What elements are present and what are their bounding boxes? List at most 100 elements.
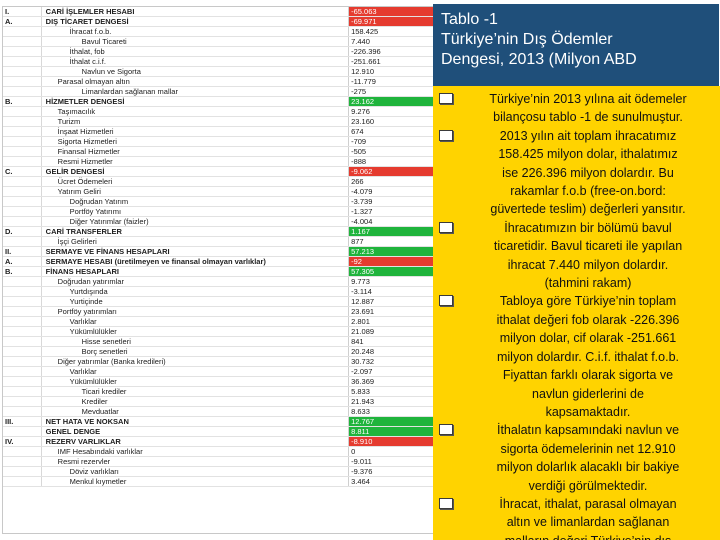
row-label: Yurtiçinde xyxy=(40,296,349,307)
row-value: 841 xyxy=(348,336,433,347)
section-number: A. xyxy=(3,16,42,27)
bullet-text: Tabloya göre Türkiye’nin toplam ithalat d… xyxy=(462,292,714,421)
section-number xyxy=(3,276,42,287)
row-value: 12.767 xyxy=(348,416,433,427)
section-number xyxy=(3,146,42,157)
bullet-line: Türkiye’nin 2013 yılına ait ödemeler xyxy=(489,92,687,106)
explanation-panel: Türkiye’nin 2013 yılına ait ödemeler bila… xyxy=(433,86,720,540)
section-number xyxy=(3,36,42,47)
row-label: Döviz varlıkları xyxy=(40,466,349,477)
table-row: B. HİZMETLER DENGESİ 23.162 xyxy=(3,96,433,107)
table-row: Navlun ve Sigorta 12.910 xyxy=(3,66,433,77)
table-row: III. NET HATA VE NOKSAN 12.767 xyxy=(3,416,433,427)
row-value: -9.376 xyxy=(348,466,433,477)
bop-table: I. CARİ İŞLEMLER HESABI -65.063 A. DIŞ TİCAR… xyxy=(3,7,433,487)
bullet-line: sigorta ödemelerinin net 12.910 xyxy=(500,441,676,456)
table-row: Mevduatlar 8.633 xyxy=(3,406,433,417)
row-value: 8.811 xyxy=(348,426,433,437)
row-label: İşçi Gelirleri xyxy=(40,236,349,247)
table-row: Yükümlülükler 21.089 xyxy=(3,326,433,337)
bullet-line: verdiği görülmektedir. xyxy=(528,478,648,493)
row-value: -9.011 xyxy=(348,456,433,467)
section-number: D. xyxy=(3,226,42,237)
section-number: C. xyxy=(3,166,42,177)
bullet-text: Türkiye’nin 2013 yılına ait ödemeler bila… xyxy=(462,90,714,127)
bullet-line: bilançosu tablo -1 de sunulmuştur. xyxy=(493,110,683,125)
row-label: Ticari krediler xyxy=(40,386,349,397)
table-row: Varlıklar -2.097 xyxy=(3,366,433,377)
row-value: -69.971 xyxy=(348,16,433,27)
title-line-3: Dengesi, 2013 (Milyon ABD xyxy=(441,51,637,68)
row-label: Varlıklar xyxy=(40,366,349,377)
row-value: 23.160 xyxy=(348,116,433,127)
row-value: 266 xyxy=(348,176,433,187)
row-label: CARİ İŞLEMLER HESABI xyxy=(40,7,349,17)
row-label: Doğrudan yatırımlar xyxy=(40,276,349,287)
row-value: 5.833 xyxy=(348,386,433,397)
section-number: II. xyxy=(3,246,42,257)
bullet-line: milyon dolardır. C.i.f. ithalat f.o.b. xyxy=(496,349,680,364)
row-label: Parasal olmayan altın xyxy=(40,76,349,87)
table-row: Hisse senetleri 841 xyxy=(3,336,433,347)
table-row: Diğer yatırımlar (Banka kredileri) 30.732 xyxy=(3,356,433,367)
table-row: IMF Hesabındaki varlıklar 0 xyxy=(3,446,433,457)
bullet-line: kapsamaktadır. xyxy=(545,404,631,419)
bullet-line: ise 226.396 milyon dolardır. Bu xyxy=(502,165,674,180)
section-number xyxy=(3,206,42,217)
bullet-line: 2013 yılın ait toplam ihracatımız xyxy=(499,128,677,143)
row-value: 23.691 xyxy=(348,306,433,317)
row-label: Finansal Hizmetler xyxy=(40,146,349,157)
bullet-line: rakamlar f.o.b (free-on.bord: xyxy=(510,184,666,199)
checkbox-bullet-icon xyxy=(439,497,453,509)
row-value: -11.779 xyxy=(348,76,433,87)
row-value: 1.167 xyxy=(348,226,433,237)
bullet-line: Tabloya göre Türkiye’nin toplam xyxy=(499,294,677,309)
row-label: Limanlardan sağlanan mallar xyxy=(40,86,349,97)
section-number xyxy=(3,386,42,397)
table-row: Limanlardan sağlanan mallar -275 xyxy=(3,86,433,97)
section-number: A. xyxy=(3,256,42,267)
table-row: İnşaat Hizmetleri 674 xyxy=(3,126,433,137)
table-row: Yatırım Geliri -4.079 xyxy=(3,186,433,197)
bullet-line: İhracat, ithalat, parasal olmayan xyxy=(499,496,677,511)
section-number xyxy=(3,306,42,317)
table-row: Menkul kıymetler 3.464 xyxy=(3,476,433,487)
row-label: REZERV VARLIKLAR xyxy=(40,436,349,447)
bullet-line: İthalatın kapsamındaki navlun ve xyxy=(496,423,680,438)
table-row: Krediler 21.943 xyxy=(3,396,433,407)
section-number xyxy=(3,76,42,87)
table-row: Sigorta Hizmetleri -709 xyxy=(3,136,433,147)
section-number xyxy=(3,176,42,187)
table-row: Döviz varlıkları -9.376 xyxy=(3,466,433,477)
table-row: Yurtiçinde 12.887 xyxy=(3,296,433,307)
checkbox-bullet-icon xyxy=(439,295,453,307)
section-number: IV. xyxy=(3,436,42,447)
bullet-line: ithalat değeri fob olarak -226.396 xyxy=(496,312,680,327)
row-label: Hisse senetleri xyxy=(40,336,349,347)
table-row: Turizm 23.160 xyxy=(3,116,433,127)
row-value: 9.276 xyxy=(348,106,433,117)
bullet-item: İthalatın kapsamındaki navlun ve sigorta … xyxy=(439,421,714,495)
table-row: D. CARİ TRANSFERLER 1.167 xyxy=(3,226,433,237)
row-value: -9.062 xyxy=(348,166,433,177)
row-label: DIŞ TİCARET DENGESİ xyxy=(40,16,349,27)
row-label: Borç senetleri xyxy=(40,346,349,357)
row-value: 20.248 xyxy=(348,346,433,357)
section-number xyxy=(3,136,42,147)
section-number: B. xyxy=(3,266,42,277)
row-label: IMF Hesabındaki varlıklar xyxy=(40,446,349,457)
checkbox-bullet-icon xyxy=(439,221,453,233)
row-value: -92 xyxy=(348,256,433,267)
table-row: Borç senetleri 20.248 xyxy=(3,346,433,357)
bullet-line: malların değeri Türkiye’nin dış xyxy=(462,532,714,540)
bullet-line: navlun giderlerini de xyxy=(532,386,644,401)
row-label: Krediler xyxy=(40,396,349,407)
section-number xyxy=(3,336,42,347)
row-value: -4.004 xyxy=(348,216,433,227)
row-value: -505 xyxy=(348,146,433,157)
section-number xyxy=(3,196,42,207)
row-value: 877 xyxy=(348,236,433,247)
row-value: -4.079 xyxy=(348,186,433,197)
table-row: Portföy Yatırımı -1.327 xyxy=(3,206,433,217)
row-label: SERMAYE VE FİNANS HESAPLARI xyxy=(40,246,349,257)
